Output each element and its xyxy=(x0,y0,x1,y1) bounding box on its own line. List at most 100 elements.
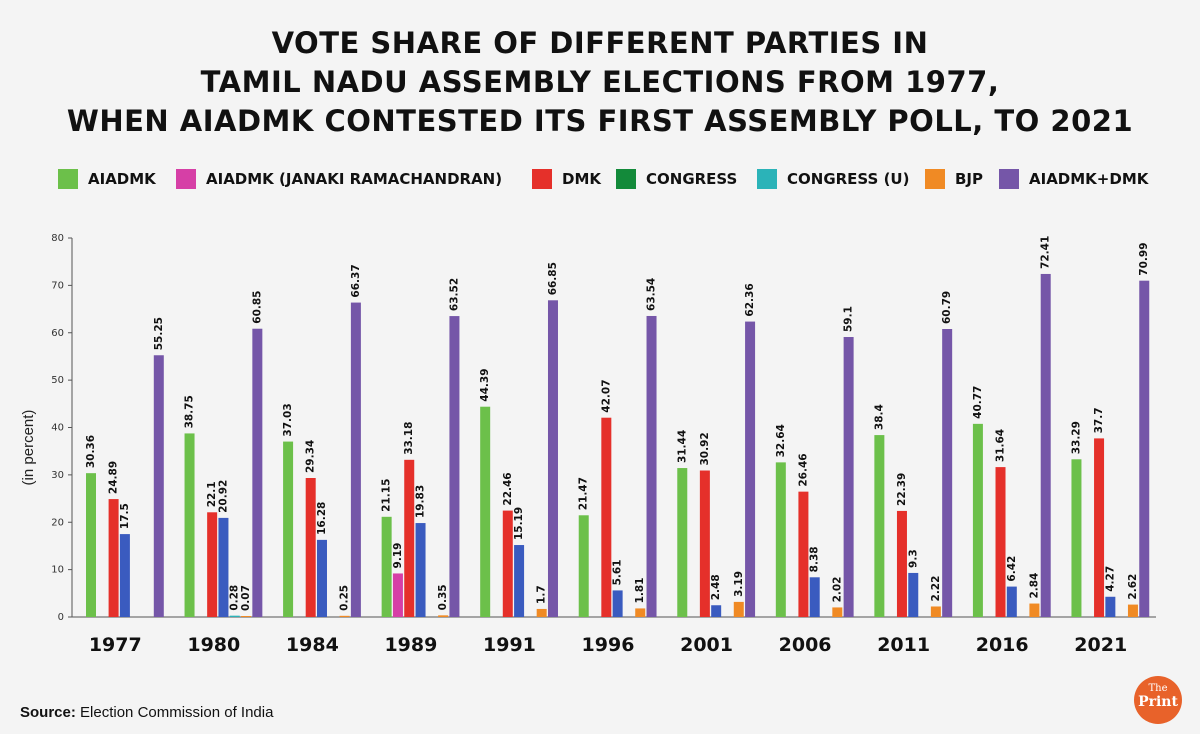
x-tick-label: 2011 xyxy=(877,634,930,656)
bar-1989-6 xyxy=(449,316,460,617)
legend-swatch-aiadmk-janaki xyxy=(176,169,196,189)
data-label: 30.36 xyxy=(85,435,97,468)
legend-label-bjp: BJP xyxy=(955,170,984,188)
legend-item-aiadmk: AIADMK xyxy=(58,166,156,192)
data-label: 60.85 xyxy=(251,291,263,324)
data-label: 63.52 xyxy=(448,278,460,311)
bar-2006-0 xyxy=(775,462,786,617)
bar-2001-5 xyxy=(733,601,744,617)
data-label: 44.39 xyxy=(479,368,491,401)
data-label: 38.4 xyxy=(873,404,885,430)
bar-1977-2 xyxy=(108,499,119,617)
bar-2001-6 xyxy=(745,321,756,617)
data-label: 8.38 xyxy=(809,546,821,572)
bar-2011-2 xyxy=(896,510,907,617)
bar-2006-3 xyxy=(809,577,820,617)
bar-2001-3 xyxy=(711,605,722,617)
bar-2006-2 xyxy=(798,491,809,617)
x-tick-label: 2016 xyxy=(976,634,1029,656)
data-label: 17.5 xyxy=(119,503,131,529)
logo-line-2: Print xyxy=(1138,694,1178,710)
legend-item-aiadmk-janaki: AIADMK (JANAKI RAMACHANDRAN) xyxy=(176,166,502,192)
source-text: Election Commission of India xyxy=(80,704,274,721)
legend-swatch-aiadmk-dmk xyxy=(999,169,1019,189)
legend-item-congress: CONGRESS xyxy=(616,166,737,192)
x-tick-label: 1977 xyxy=(89,634,142,656)
bar-1980-6 xyxy=(252,328,263,617)
data-label: 30.92 xyxy=(699,432,711,465)
bar-1984-6 xyxy=(350,302,361,617)
bar-1996-5 xyxy=(635,608,646,617)
bar-1991-6 xyxy=(547,300,558,617)
bar-2011-5 xyxy=(930,606,941,617)
y-tick-label: 80 xyxy=(51,233,64,244)
data-label: 2.62 xyxy=(1127,574,1139,600)
bar-1996-2 xyxy=(601,417,612,617)
legend-item-congress-u: CONGRESS (U) xyxy=(757,166,909,192)
legend-label-congress-u: CONGRESS (U) xyxy=(787,170,910,188)
data-label: 60.79 xyxy=(941,291,953,324)
data-label: 1.7 xyxy=(536,585,548,604)
legend-swatch-bjp xyxy=(925,169,945,189)
y-tick-label: 30 xyxy=(51,470,64,481)
data-label: 55.25 xyxy=(153,317,165,350)
data-label: 31.64 xyxy=(995,429,1007,462)
data-label: 37.03 xyxy=(282,403,294,436)
data-label: 1.81 xyxy=(634,578,646,604)
bar-1984-2 xyxy=(305,478,316,617)
data-label: 32.64 xyxy=(775,424,787,457)
bar-1980-4 xyxy=(229,615,240,617)
bar-1977-6 xyxy=(153,355,164,617)
legend: AIADMK AIADMK (JANAKI RAMACHANDRAN) DMK … xyxy=(58,166,1168,192)
data-label: 5.61 xyxy=(612,560,624,586)
bar-1980-2 xyxy=(207,512,218,617)
bar-2016-6 xyxy=(1040,273,1051,617)
data-label: 3.19 xyxy=(733,571,745,597)
data-label: 40.77 xyxy=(972,386,984,419)
bar-1984-5 xyxy=(339,615,350,617)
data-label: 15.19 xyxy=(513,507,525,540)
bar-2006-5 xyxy=(832,607,843,617)
bar-1989-5 xyxy=(438,615,449,617)
data-label: 59.1 xyxy=(843,306,855,332)
legend-item-dmk: DMK xyxy=(532,166,601,192)
bar-2021-6 xyxy=(1139,280,1150,617)
bar-1996-6 xyxy=(646,315,657,617)
data-label: 72.41 xyxy=(1040,236,1052,269)
legend-swatch-congress xyxy=(616,169,636,189)
bar-2011-3 xyxy=(908,572,919,617)
y-tick-label: 70 xyxy=(51,280,64,291)
bar-2021-3 xyxy=(1105,596,1116,617)
bar-1977-3 xyxy=(119,534,130,617)
legend-swatch-aiadmk xyxy=(58,169,78,189)
data-label: 22.46 xyxy=(502,472,514,505)
x-tick-label: 1991 xyxy=(483,634,536,656)
bar-2011-6 xyxy=(942,329,953,617)
logo-line-1: The xyxy=(1148,683,1168,694)
data-label: 42.07 xyxy=(600,379,612,412)
data-label: 9.3 xyxy=(907,549,919,568)
bar-1977-0 xyxy=(86,473,96,617)
data-label: 0.25 xyxy=(339,585,351,611)
bar-1989-0 xyxy=(381,516,392,617)
data-label: 2.48 xyxy=(710,574,722,600)
data-label: 63.54 xyxy=(646,278,658,311)
bar-1989-2 xyxy=(404,459,415,617)
bar-1996-3 xyxy=(612,590,623,617)
bar-2016-2 xyxy=(995,467,1006,617)
x-tick-label: 2001 xyxy=(680,634,733,656)
data-label: 20.92 xyxy=(217,480,229,513)
data-label: 22.1 xyxy=(206,481,218,507)
data-label: 29.34 xyxy=(305,440,317,473)
bar-2006-6 xyxy=(843,337,854,617)
data-label: 2.02 xyxy=(831,577,843,603)
data-label: 21.15 xyxy=(381,479,393,512)
legend-label-aiadmk: AIADMK xyxy=(88,170,156,188)
x-tick-label: 1984 xyxy=(286,634,339,656)
x-tick-label: 1980 xyxy=(187,634,240,656)
bar-1984-3 xyxy=(316,539,327,617)
bar-1991-5 xyxy=(536,608,547,617)
x-tick-label: 1996 xyxy=(582,634,635,656)
bar-2021-5 xyxy=(1127,604,1138,617)
bar-1991-2 xyxy=(502,510,513,617)
